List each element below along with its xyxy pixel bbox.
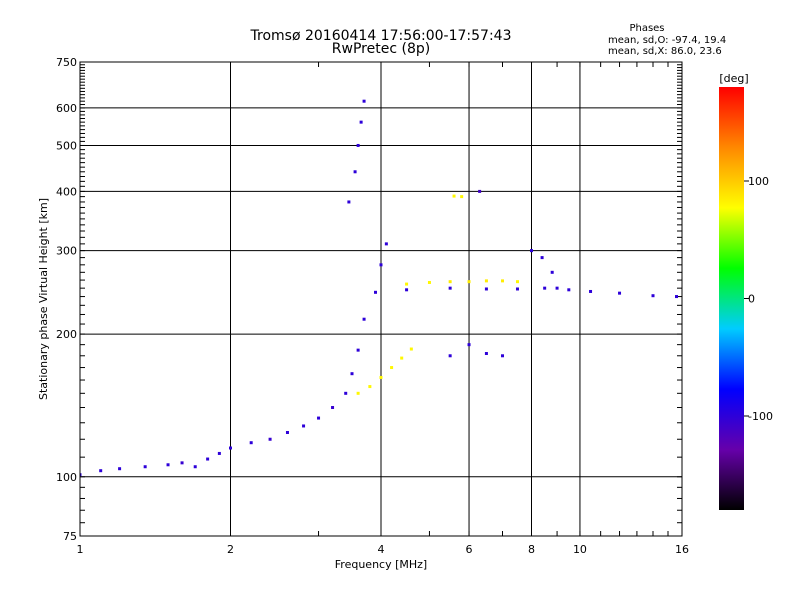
data-points: [80, 99, 679, 477]
data-point: [555, 286, 559, 290]
data-point: [567, 288, 571, 292]
data-point: [143, 465, 147, 469]
x-axis-label: Frequency [MHz]: [335, 558, 427, 571]
colorbar: [deg] 100 0 -100: [719, 72, 773, 510]
data-point: [427, 280, 431, 284]
x-tick-label: 1: [77, 543, 84, 556]
data-point: [501, 354, 505, 358]
x-tick-label: 8: [528, 543, 535, 556]
y-axis-label: Stationary phase Virtual Height [km]: [37, 198, 50, 400]
data-point: [374, 290, 378, 294]
data-point: [206, 457, 210, 461]
data-point: [675, 295, 679, 299]
data-point: [118, 467, 122, 471]
y-tick-label: 75: [63, 530, 77, 543]
stats-o: mean, sd,O: -97.4, 19.4: [608, 35, 726, 46]
data-point: [353, 170, 357, 174]
ticks: 1 2 4 6 8 10 16 750 600 500 400 300 200 100 75: [56, 56, 689, 556]
data-point: [285, 430, 289, 434]
data-point: [317, 416, 321, 420]
colorbar-gradient: [719, 87, 744, 510]
data-point: [448, 286, 452, 290]
data-point: [409, 347, 413, 351]
y-tick-label: 600: [56, 102, 77, 115]
data-point: [448, 354, 452, 358]
colorbar-tick-label: -100: [748, 410, 773, 423]
y-tick-label: 750: [56, 56, 77, 69]
y-tick-label: 200: [56, 328, 77, 341]
grid: [80, 62, 682, 536]
data-point: [347, 200, 351, 204]
y-tick-label: 400: [56, 185, 77, 198]
data-point: [618, 291, 622, 295]
data-point: [99, 469, 103, 473]
data-point: [448, 280, 452, 284]
data-point: [379, 263, 383, 267]
data-point: [405, 282, 409, 286]
data-point: [400, 356, 404, 360]
stats-header: Phases: [629, 23, 664, 34]
data-point: [550, 270, 554, 274]
data-point: [467, 343, 471, 347]
data-point: [356, 143, 360, 147]
data-point: [180, 461, 184, 465]
colorbar-tick-label: 100: [748, 175, 769, 188]
data-point: [589, 289, 593, 293]
data-point: [368, 385, 372, 389]
data-point: [484, 287, 488, 291]
data-point: [384, 242, 388, 246]
data-point: [478, 189, 482, 193]
data-point: [501, 279, 505, 283]
data-point: [356, 391, 360, 395]
data-point: [331, 406, 335, 410]
data-point: [390, 366, 394, 370]
data-point: [362, 317, 366, 321]
data-point: [651, 294, 655, 298]
data-point: [515, 280, 519, 284]
data-point: [379, 375, 383, 379]
data-point: [467, 280, 471, 284]
data-point: [229, 446, 232, 450]
data-point: [530, 249, 533, 253]
data-point: [359, 120, 363, 124]
data-point: [452, 194, 456, 198]
y-tick-label: 300: [56, 245, 77, 258]
y-tick-label: 500: [56, 139, 77, 152]
stats-x: mean, sd,X: 86.0, 23.6: [608, 46, 722, 57]
chart-title: Tromsø 20160414 17:56:00-17:57:43: [250, 28, 512, 44]
data-point: [217, 451, 221, 455]
data-point: [405, 288, 409, 292]
data-point: [193, 465, 197, 469]
x-tick-label: 10: [573, 543, 587, 556]
x-tick-label: 2: [227, 543, 234, 556]
x-tick-label: 16: [675, 543, 689, 556]
data-point: [80, 473, 82, 477]
chart-subtitle: RwPretec (8p): [332, 41, 430, 57]
data-point: [515, 287, 519, 291]
data-point: [484, 279, 488, 283]
data-point: [249, 441, 253, 445]
colorbar-label: [deg]: [719, 72, 748, 85]
x-tick-label: 6: [466, 543, 473, 556]
data-point: [356, 348, 360, 352]
y-tick-label: 100: [56, 471, 77, 484]
data-point: [362, 99, 366, 103]
data-point: [350, 372, 354, 376]
data-point: [302, 424, 306, 428]
data-point: [484, 352, 488, 356]
colorbar-tick-label: 0: [748, 293, 755, 306]
data-point: [540, 256, 544, 260]
data-point: [268, 437, 272, 441]
plot-frame: [79, 61, 683, 537]
data-point: [460, 195, 464, 199]
data-point: [543, 286, 547, 290]
data-point: [166, 463, 170, 467]
x-tick-label: 4: [378, 543, 385, 556]
data-point: [344, 391, 348, 395]
